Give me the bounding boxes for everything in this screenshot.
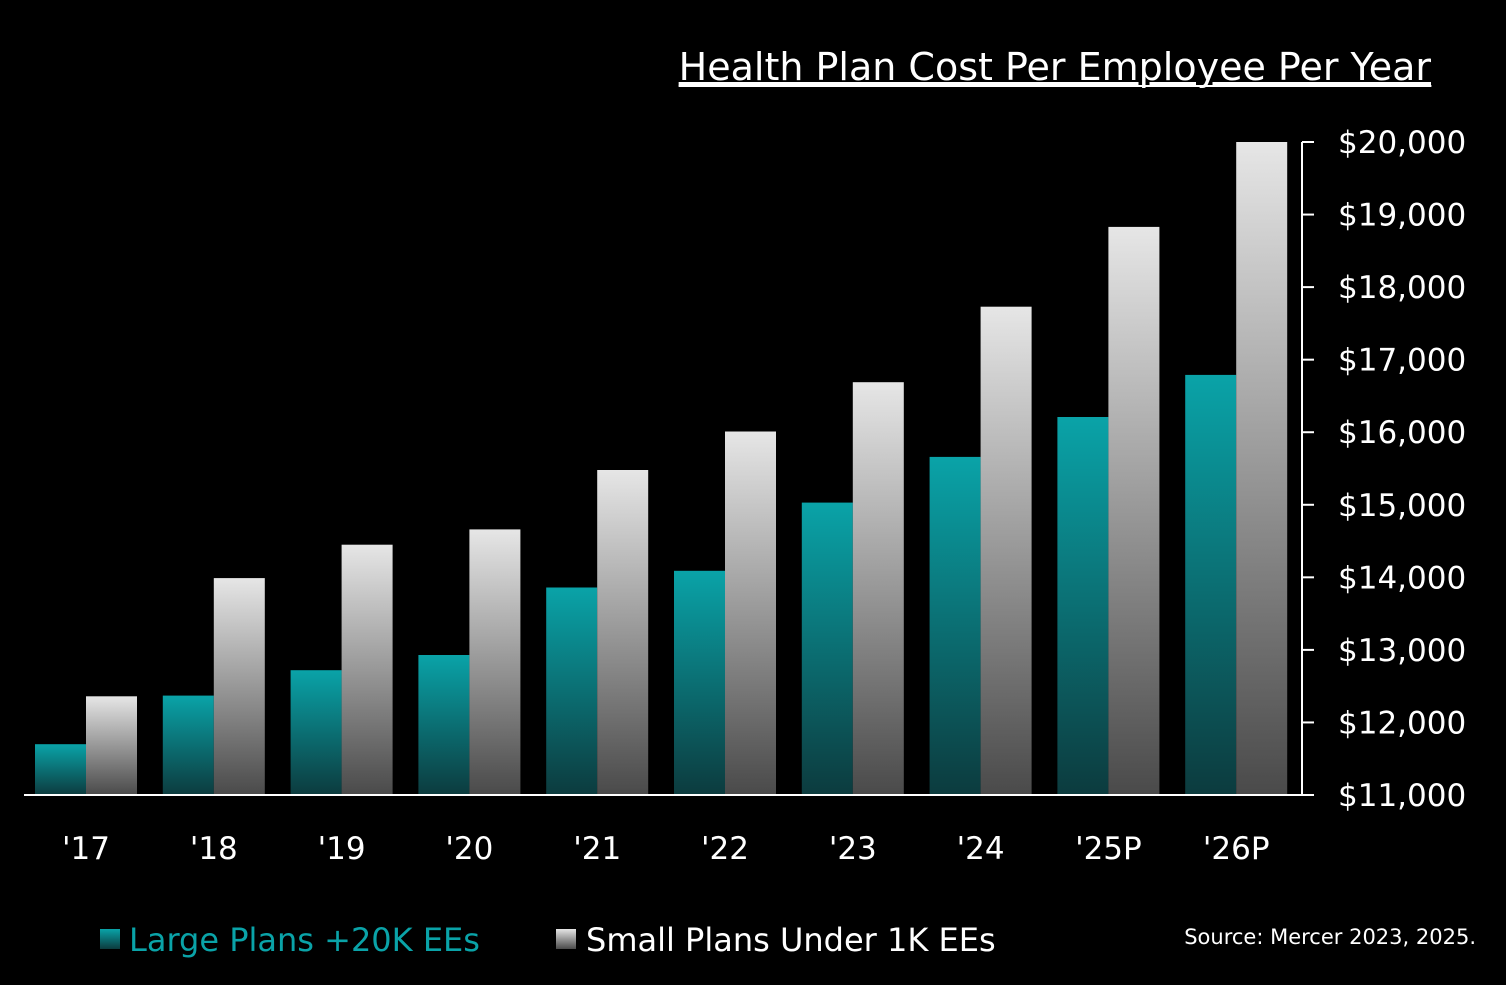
y-tick-label: $11,000 bbox=[1338, 778, 1466, 814]
bar-large-plans-8 bbox=[1057, 417, 1109, 795]
x-tick-label: '26P bbox=[1203, 831, 1270, 867]
x-tick-label: '25P bbox=[1075, 831, 1142, 867]
bar-small-plans-7 bbox=[980, 306, 1032, 795]
chart-title: Health Plan Cost Per Employee Per Year bbox=[679, 45, 1432, 89]
bar-small-plans-2 bbox=[341, 544, 393, 795]
bar-large-plans-3 bbox=[418, 655, 470, 795]
bar-large-plans-2 bbox=[290, 670, 342, 795]
y-tick-label: $20,000 bbox=[1338, 125, 1466, 161]
x-tick-label: '24 bbox=[957, 831, 1005, 867]
bar-large-plans-0 bbox=[35, 744, 86, 795]
y-tick-label: $12,000 bbox=[1338, 705, 1466, 741]
bar-small-plans-8 bbox=[1108, 226, 1160, 795]
y-tick-label: $16,000 bbox=[1338, 415, 1466, 451]
x-tick-label: '21 bbox=[573, 831, 621, 867]
bar-small-plans-0 bbox=[86, 696, 137, 795]
bar-large-plans-6 bbox=[801, 502, 853, 795]
bar-small-plans-3 bbox=[469, 529, 521, 795]
legend-label-small-plans: Small Plans Under 1K EEs bbox=[586, 921, 996, 959]
bars-group bbox=[35, 142, 1288, 795]
bar-large-plans-5 bbox=[674, 570, 725, 795]
y-tick-label: $15,000 bbox=[1338, 488, 1466, 524]
bar-small-plans-4 bbox=[597, 470, 649, 795]
x-tick-label: '23 bbox=[829, 831, 877, 867]
bar-large-plans-1 bbox=[162, 695, 214, 795]
legend-swatch-small-plans bbox=[556, 929, 576, 949]
bar-small-plans-5 bbox=[725, 431, 776, 795]
bar-large-plans-9 bbox=[1185, 374, 1237, 795]
legend-swatch-large-plans bbox=[100, 929, 120, 949]
x-axis: '17 '18 '19 '20 '21 '22 '23 '24 '25P '26P bbox=[24, 794, 1314, 867]
bar-small-plans-1 bbox=[213, 578, 265, 795]
y-tick-label: $17,000 bbox=[1338, 343, 1466, 379]
legend-label-large-plans: Large Plans +20K EEs bbox=[129, 921, 480, 959]
source-note: Source: Mercer 2023, 2025. bbox=[1184, 925, 1476, 949]
bar-large-plans-4 bbox=[546, 587, 598, 795]
y-tick-label: $13,000 bbox=[1338, 633, 1466, 669]
x-tick-label: '20 bbox=[445, 831, 493, 867]
y-axis: $20,000 $19,000 $18,000 $17,000 $16,000 $15,0… bbox=[1301, 125, 1466, 814]
x-tick-label: '18 bbox=[190, 831, 238, 867]
y-tick-label: $19,000 bbox=[1338, 198, 1466, 234]
legend: Large Plans +20K EEs Small Plans Under 1… bbox=[100, 921, 996, 959]
bar-small-plans-9 bbox=[1236, 142, 1288, 795]
x-tick-label: '22 bbox=[701, 831, 749, 867]
x-tick-label: '17 bbox=[62, 831, 110, 867]
bar-large-plans-7 bbox=[929, 456, 981, 795]
y-tick-label: $14,000 bbox=[1338, 560, 1466, 596]
x-tick-label: '19 bbox=[318, 831, 366, 867]
y-tick-label: $18,000 bbox=[1338, 270, 1466, 306]
bar-small-plans-6 bbox=[852, 382, 904, 795]
